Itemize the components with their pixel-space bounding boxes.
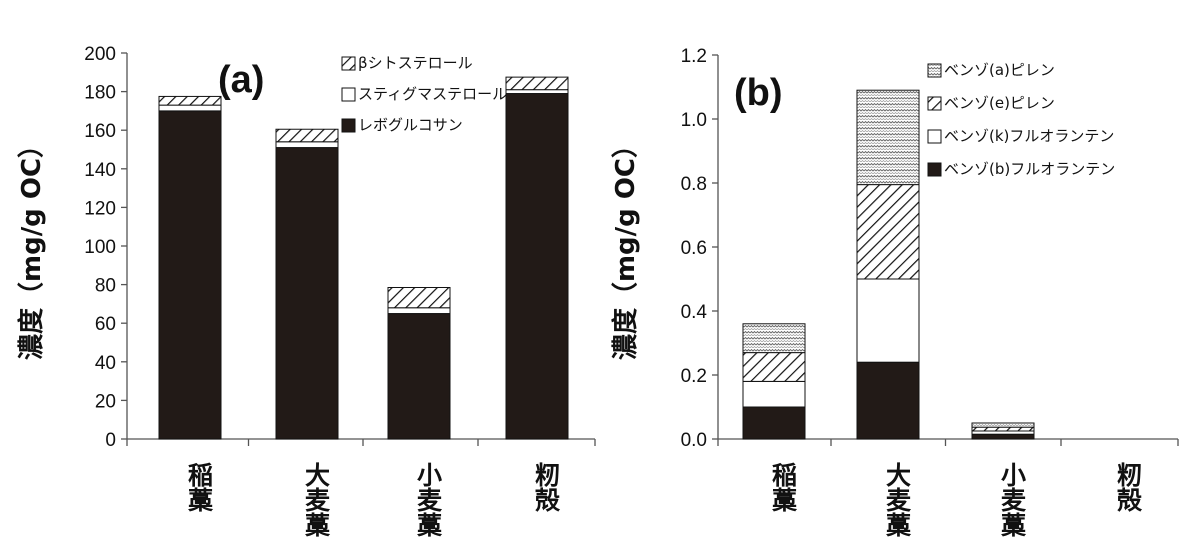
bar-segment bbox=[505, 89, 569, 95]
bar-segment bbox=[971, 433, 1035, 440]
legend-swatch bbox=[927, 96, 942, 111]
legend-swatch bbox=[927, 129, 942, 144]
legend-label: ベンゾ(k)フルオランテン bbox=[944, 127, 1114, 145]
legend-label: スティグマステロール bbox=[358, 85, 507, 103]
y-tick-label: 0.8 bbox=[681, 174, 707, 195]
y-tick-label: 180 bbox=[84, 83, 116, 104]
bar-segment bbox=[158, 95, 222, 106]
bar-segment bbox=[856, 278, 920, 363]
x-category-label: 小麦藁 bbox=[998, 462, 1028, 537]
y-tick-label: 60 bbox=[95, 314, 116, 335]
legend-swatch bbox=[927, 63, 942, 78]
panel-label: (a) bbox=[218, 59, 264, 101]
y-tick-label: 40 bbox=[95, 353, 116, 374]
bar-segment bbox=[856, 361, 920, 440]
bar-segment bbox=[742, 406, 806, 440]
y-tick-label: 200 bbox=[84, 44, 116, 65]
y-tick-label: 1.2 bbox=[681, 46, 707, 67]
bar-segment bbox=[387, 307, 451, 315]
bar-segment bbox=[971, 426, 1035, 432]
x-category-label: 籾殻 bbox=[532, 462, 561, 513]
y-tick-label: 0.4 bbox=[681, 302, 708, 323]
bar-segment bbox=[158, 104, 222, 112]
bar-segment bbox=[505, 93, 569, 440]
legend-label: βシトステロール bbox=[358, 54, 473, 72]
y-tick-label: 0.0 bbox=[681, 430, 707, 451]
panel-b-chart: 0.0 0.2 0.4 0.6 0.8 1.0 1.2 稲藁 大麦藁 小麦藁 籾殻 濃度（mg/g O… bbox=[610, 46, 1179, 537]
y-tick-label: 120 bbox=[84, 198, 116, 219]
y-tick-label: 0.6 bbox=[681, 238, 707, 259]
bar-segment bbox=[505, 76, 569, 91]
y-tick-label: 100 bbox=[84, 237, 116, 258]
x-category-label: 大麦藁 bbox=[883, 462, 913, 537]
y-tick-label: 140 bbox=[84, 160, 116, 181]
y-tick-label: 0.2 bbox=[681, 366, 707, 387]
x-category-label: 小麦藁 bbox=[414, 462, 444, 537]
bar-segment bbox=[742, 323, 806, 354]
y-tick-label: 1.0 bbox=[681, 110, 707, 131]
bar-segment bbox=[387, 313, 451, 440]
legend-swatch bbox=[341, 56, 356, 71]
bar-segment bbox=[742, 352, 806, 382]
x-category-label: 稲藁 bbox=[185, 462, 215, 512]
bar-segment bbox=[275, 128, 339, 143]
legend-label: ベンゾ(a)ピレン bbox=[944, 61, 1055, 79]
bar-segment bbox=[158, 110, 222, 440]
legend-swatch bbox=[341, 87, 356, 102]
y-axis-label: 濃度（mg/g OC） bbox=[610, 132, 641, 360]
y-tick-label: 0 bbox=[105, 430, 116, 451]
legend-swatch bbox=[341, 118, 356, 133]
panel-a-chart: 0 20 40 60 80 100 120 140 160 180 200 稲藁 大麦藁 小麦藁 籾殻 濃度（… bbox=[16, 44, 596, 537]
bar-segment bbox=[856, 184, 920, 280]
panel-label: (b) bbox=[734, 72, 783, 114]
bar-segment bbox=[742, 380, 806, 408]
bar-segment bbox=[856, 89, 920, 186]
x-category-label: 籾殻 bbox=[1114, 462, 1143, 513]
legend-label: レボグルコサン bbox=[358, 116, 463, 134]
x-category-label: 大麦藁 bbox=[302, 462, 332, 537]
y-tick-label: 80 bbox=[95, 276, 116, 297]
y-tick-label: 160 bbox=[84, 121, 116, 142]
bar-segment bbox=[275, 147, 339, 440]
bar-segment bbox=[275, 141, 339, 149]
bar-segment bbox=[971, 422, 1035, 428]
y-tick-label: 20 bbox=[95, 391, 116, 412]
bar-segment bbox=[387, 286, 451, 309]
x-category-label: 稲藁 bbox=[769, 462, 799, 512]
legend-swatch bbox=[927, 162, 942, 177]
legend-label: ベンゾ(b)フルオランテン bbox=[944, 160, 1115, 178]
y-axis-label: 濃度（mg/g OC） bbox=[16, 132, 47, 360]
legend-label: ベンゾ(e)ピレン bbox=[944, 94, 1055, 112]
